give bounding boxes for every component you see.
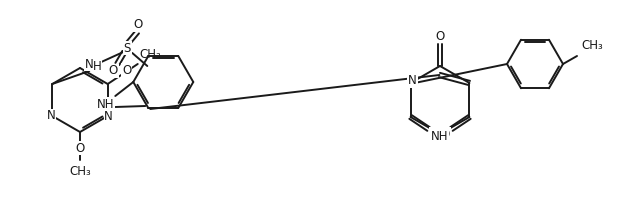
Text: O: O [430,128,439,141]
Text: O: O [76,142,84,154]
Text: O: O [122,63,131,76]
Text: NH: NH [432,130,449,143]
Text: H: H [93,60,101,72]
Text: O: O [134,19,143,31]
Text: CH₃: CH₃ [140,48,161,61]
Text: S: S [123,41,131,54]
Text: CH₃: CH₃ [581,39,603,52]
Text: N: N [85,58,94,71]
Text: O: O [441,128,450,141]
Text: O: O [108,64,118,78]
Text: N: N [105,110,113,122]
Text: O: O [435,30,445,42]
Text: N: N [408,74,417,88]
Text: NH: NH [96,98,114,111]
Text: N: N [47,110,55,122]
Text: CH₃: CH₃ [69,165,91,178]
